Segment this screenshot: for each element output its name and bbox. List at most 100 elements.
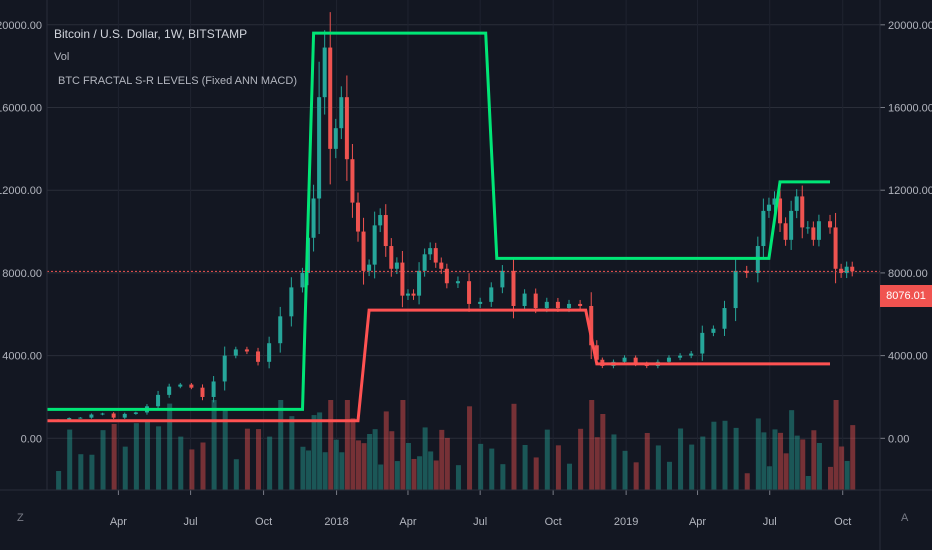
- volume-bar: [200, 442, 206, 490]
- volume-bar: [433, 460, 439, 490]
- candle-body: [467, 281, 472, 304]
- candle-body: [839, 268, 844, 273]
- candle-body: [833, 227, 838, 269]
- y-axis-right[interactable]: 20000.00 16000.00 12000.00 8000.00 4000.00 0.…: [880, 20, 932, 446]
- candle-body: [633, 357, 638, 364]
- candle-body: [772, 198, 777, 205]
- y-tick-label-right: 20000.00: [888, 20, 932, 32]
- candle-body: [317, 97, 322, 199]
- support-level-line: [47, 308, 830, 423]
- indicator-legend[interactable]: BTC FRACTAL S-R LEVELS (Fixed ANN MACD): [58, 75, 297, 87]
- y-tick-label-right: 16000.00: [888, 103, 932, 115]
- x-axis[interactable]: Apr Jul Oct 2018 Apr Jul Oct 2019 Apr Jul Oct: [110, 490, 851, 528]
- volume-bar: [233, 459, 239, 490]
- x-tick-label: Oct: [834, 516, 851, 528]
- volume-bar: [306, 450, 312, 490]
- volume-bar: [678, 428, 684, 490]
- candle-body: [761, 210, 766, 247]
- candle-body: [300, 272, 305, 288]
- volume-bar: [778, 432, 784, 490]
- volume-bar: [355, 440, 361, 490]
- candle-body: [439, 262, 444, 269]
- volume-bar: [511, 403, 517, 490]
- candle-body: [744, 270, 749, 273]
- y-tick-label-right: 0.00: [888, 433, 909, 445]
- volume-bar: [111, 424, 117, 490]
- auto-scale-left-button[interactable]: Z: [17, 512, 24, 524]
- y-tick-label-left: 0.00: [21, 433, 42, 445]
- x-tick-label: Oct: [255, 516, 272, 528]
- volume-bar: [633, 462, 639, 490]
- grid: [47, 0, 880, 490]
- volume-bar: [211, 400, 217, 490]
- volume-bar: [811, 430, 817, 490]
- volume-bar: [850, 425, 856, 490]
- candle-body: [256, 351, 261, 362]
- candle-body: [111, 413, 116, 418]
- volume-bar: [311, 415, 317, 490]
- candle-body: [489, 287, 494, 302]
- x-tick-label: Jul: [473, 516, 487, 528]
- candle-body: [167, 386, 172, 395]
- volume-bar: [67, 429, 73, 490]
- volume-bar: [455, 465, 461, 490]
- volume-bar: [744, 473, 750, 490]
- candle-body: [372, 225, 377, 265]
- volume-bar: [805, 476, 811, 490]
- volume-bar: [289, 416, 295, 490]
- candle-body: [455, 281, 460, 284]
- volume-bar: [394, 461, 400, 490]
- volume-bar: [378, 464, 384, 490]
- volume-bar: [339, 452, 345, 490]
- volume-bar: [144, 419, 150, 490]
- volume-bar: [328, 400, 334, 490]
- symbol-title[interactable]: Bitcoin / U.S. Dollar, 1W, BITSTAMP: [54, 27, 248, 41]
- x-tick-label: Apr: [110, 516, 127, 528]
- volume-bar: [611, 434, 617, 490]
- auto-scale-button[interactable]: A: [901, 512, 909, 524]
- candle-body: [594, 345, 599, 360]
- candle-body: [733, 270, 738, 309]
- candle-body: [178, 384, 183, 387]
- volume-bar: [189, 449, 195, 490]
- candle-body: [533, 293, 538, 309]
- volume-bar: [389, 431, 395, 490]
- volume-bar: [405, 443, 411, 490]
- candle-body: [544, 301, 549, 309]
- volume-bar: [733, 427, 739, 490]
- candle-body: [244, 349, 249, 352]
- volume-bar: [444, 437, 450, 490]
- candle-body: [578, 303, 583, 306]
- volume-bar: [411, 458, 417, 490]
- volume-bar: [816, 443, 822, 490]
- volume-legend[interactable]: Vol: [54, 51, 70, 63]
- candle-body: [622, 357, 627, 362]
- volume-bar: [428, 451, 434, 490]
- candle-body: [844, 266, 849, 273]
- volume-bar: [578, 428, 584, 490]
- volume-bar: [133, 423, 139, 490]
- candle-body: [850, 266, 855, 272]
- volume-bar: [794, 435, 800, 490]
- volume-bar: [222, 409, 228, 490]
- volume-bar: [600, 414, 606, 490]
- candle-body: [311, 198, 316, 238]
- candle-body: [805, 227, 810, 229]
- volume-bar: [766, 466, 772, 490]
- x-tick-label: Oct: [545, 516, 562, 528]
- candle-body: [222, 355, 227, 382]
- volume-bar: [589, 400, 595, 490]
- volume-bar: [300, 446, 306, 490]
- volume-bar: [422, 427, 428, 490]
- candle-body: [589, 305, 594, 346]
- candle-body: [383, 215, 388, 247]
- volume-bar: [555, 445, 561, 490]
- volume-bar: [783, 453, 789, 490]
- y-tick-label-left: 4000.00: [2, 351, 42, 363]
- volume-bar: [317, 412, 323, 490]
- volume-bar: [89, 454, 95, 490]
- candle-body: [211, 381, 216, 397]
- volume-bar: [78, 454, 84, 490]
- volume-bar: [400, 400, 406, 490]
